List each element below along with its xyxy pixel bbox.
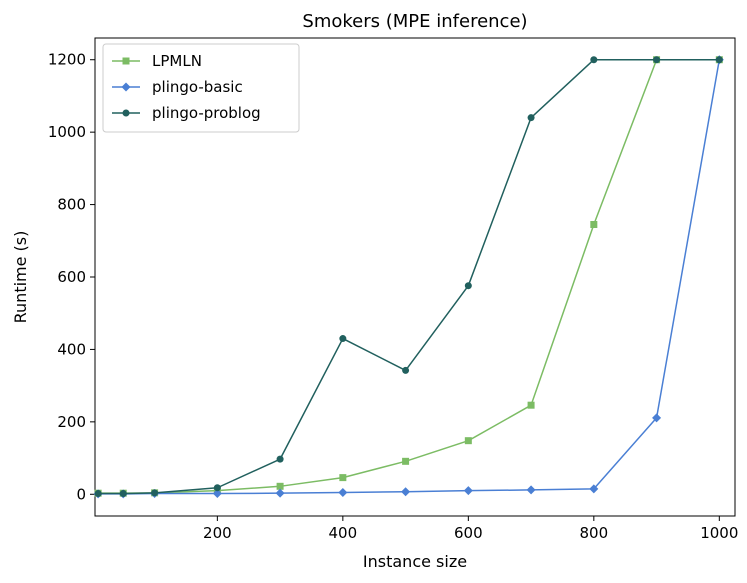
legend-marker-plingo-problog	[122, 109, 130, 117]
data-point-plingo-problog	[276, 455, 284, 463]
series-layer	[93, 55, 724, 499]
data-point-plingo-problog	[527, 114, 535, 122]
x-tick-label: 600	[454, 524, 483, 542]
legend-item-lpmln: LPMLN	[112, 52, 202, 70]
legend-marker-plingo-basic	[121, 82, 131, 92]
data-point-lpmln	[464, 437, 472, 445]
legend-box	[102, 43, 300, 133]
y-tick-label: 1000	[48, 123, 86, 141]
y-tick-label: 200	[57, 413, 86, 431]
legend-label-plingo-problog: plingo-problog	[152, 104, 261, 122]
legend-marker-lpmln	[122, 57, 130, 65]
data-point-plingo-basic	[463, 486, 473, 496]
y-axis-label: Runtime (s)	[11, 231, 30, 324]
data-point-lpmln	[339, 474, 347, 482]
data-point-plingo-basic	[212, 489, 222, 499]
chart-title: Smokers (MPE inference)	[302, 11, 527, 32]
data-point-lpmln	[276, 482, 284, 490]
legend-label-plingo-basic: plingo-basic	[152, 78, 243, 96]
y-axis: 0 200 400 600 800 1000 1200	[48, 51, 95, 503]
y-tick-label: 600	[57, 268, 86, 286]
data-point-plingo-problog	[119, 490, 127, 498]
data-point-plingo-basic	[589, 484, 599, 494]
x-tick-label: 800	[580, 524, 609, 542]
data-point-plingo-problog	[464, 282, 472, 290]
data-point-plingo-basic	[526, 485, 536, 495]
data-point-plingo-basic	[338, 487, 348, 497]
data-point-lpmln	[402, 457, 410, 465]
data-point-plingo-problog	[339, 335, 347, 343]
data-point-plingo-problog	[213, 484, 221, 492]
y-tick-label: 800	[57, 196, 86, 214]
data-point-plingo-problog	[715, 56, 723, 64]
legend: LPMLN plingo-basic plingo-problog	[102, 43, 300, 133]
data-point-lpmln	[527, 401, 535, 409]
series-plingo-problog	[94, 56, 723, 498]
x-axis-label: Instance size	[363, 552, 467, 571]
x-axis: 200 400 600 800 1000	[203, 516, 738, 542]
legend-label-lpmln: LPMLN	[152, 52, 202, 70]
data-point-plingo-problog	[151, 489, 159, 497]
y-tick-label: 400	[57, 340, 86, 358]
data-point-plingo-problog	[94, 490, 102, 498]
x-tick-label: 400	[329, 524, 358, 542]
x-tick-label: 200	[203, 524, 232, 542]
legend-item-plingo-basic: plingo-basic	[112, 78, 243, 96]
data-point-plingo-problog	[590, 56, 598, 64]
data-point-plingo-problog	[402, 366, 410, 374]
data-point-plingo-basic	[401, 487, 411, 497]
y-tick-label: 1200	[48, 51, 86, 69]
data-point-plingo-basic	[652, 413, 662, 423]
data-point-plingo-basic	[275, 488, 285, 498]
y-tick-label: 0	[76, 485, 86, 503]
data-point-plingo-problog	[653, 56, 661, 64]
series-line-plingo-problog	[98, 58, 720, 495]
legend-item-plingo-problog: plingo-problog	[112, 104, 261, 122]
x-tick-label: 1000	[700, 524, 738, 542]
data-point-lpmln	[590, 220, 598, 228]
